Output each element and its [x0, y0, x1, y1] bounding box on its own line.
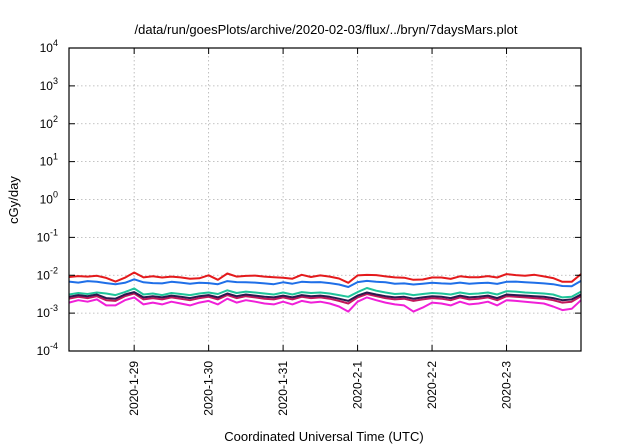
chart-title: /data/run/goesPlots/archive/2020-02-03/f…: [135, 22, 518, 37]
y-tick-label: 102: [40, 114, 58, 131]
x-axis-label: Coordinated Universal Time (UTC): [224, 429, 423, 444]
x-tick-label: 2020-2-1: [351, 361, 365, 409]
y-tick-label: 10-2: [37, 265, 58, 282]
x-tick-label: 2020-1-30: [202, 361, 216, 416]
x-tick-label: 2020-1-29: [127, 361, 141, 416]
y-axis-label: cGy/day: [6, 176, 21, 224]
grid-lines: [69, 48, 581, 351]
y-tick-label: 104: [40, 38, 58, 55]
y-tick-label: 103: [40, 76, 58, 93]
x-tick-label: 2020-1-31: [276, 361, 290, 416]
series-line-1: [68, 271, 582, 284]
x-tick-label: 2020-2-2: [425, 361, 439, 409]
axis-ticks: 104 103 102 101 100 10-1 10-2 10-3 10-4 2020-1-29…: [37, 38, 581, 416]
series-line-6: [68, 296, 582, 313]
x-tick-label: 2020-2-3: [500, 361, 514, 409]
series-line-4: [68, 292, 582, 305]
series-line-2: [68, 278, 582, 288]
series-group: [68, 271, 582, 313]
y-tick-label: 101: [40, 152, 58, 169]
series-line-5: [68, 291, 582, 302]
y-tick-label: 10-1: [37, 227, 58, 244]
y-tick-label: 10-4: [37, 341, 58, 358]
y-tick-label: 10-3: [37, 303, 58, 320]
y-tick-label: 100: [40, 190, 58, 207]
series-line-3: [68, 287, 582, 299]
